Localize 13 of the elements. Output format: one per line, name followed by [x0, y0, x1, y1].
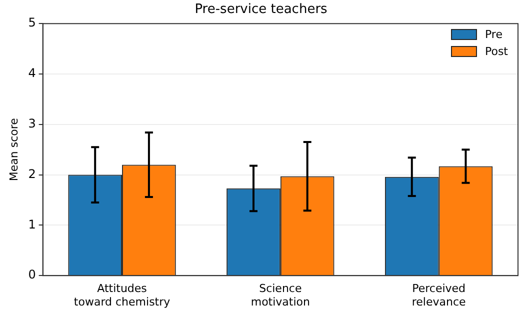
legend-label: Pre — [484, 28, 502, 41]
y-tick-label: 0 — [28, 268, 36, 282]
y-tick-label: 4 — [28, 66, 36, 80]
y-tick-label: 2 — [28, 166, 36, 181]
y-axis-title: Mean score — [7, 118, 20, 182]
chart-title: Pre-service teachers — [194, 2, 328, 18]
legend-label: Post — [484, 45, 508, 58]
x-tick-label: Perceived relevance — [412, 282, 466, 308]
x-tick-label: Attitudes toward chemistry — [74, 282, 171, 308]
x-tick-label: Science motivation — [250, 282, 310, 308]
y-tick-label: 5 — [28, 16, 36, 30]
y-tick-label: 3 — [28, 116, 36, 131]
y-tick-label: 1 — [28, 217, 36, 232]
